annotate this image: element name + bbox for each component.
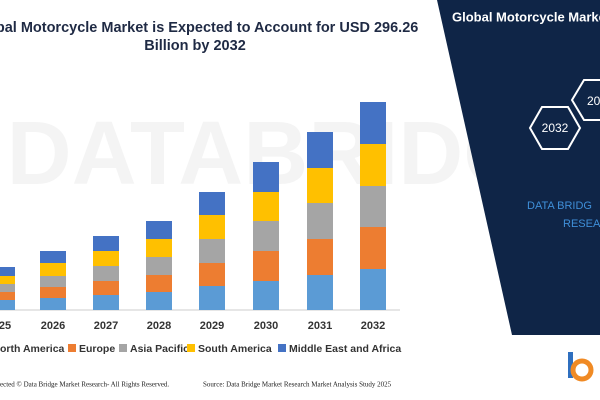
legend-label: Asia Pacific [130, 343, 189, 355]
side-panel [437, 0, 600, 335]
bar-segment [199, 286, 225, 310]
bar-segment [253, 221, 279, 251]
side-title: Global Motorcycle Market [452, 9, 600, 24]
legend-label: Middle East and Africa [289, 343, 401, 355]
bar-segment [93, 236, 119, 251]
bar-segment [307, 168, 333, 203]
bar-segment [253, 192, 279, 221]
bar-segment [199, 263, 225, 286]
bar-segment [360, 102, 386, 144]
legend-swatch [68, 344, 76, 352]
footer-source: Source: Data Bridge Market Research Mark… [203, 381, 392, 389]
hexagon-label: 20 [587, 94, 600, 108]
bar-segment [199, 192, 225, 215]
bar-segment [360, 269, 386, 310]
bar-segment [40, 263, 66, 276]
bar-segment [40, 251, 66, 263]
bar-segment [360, 227, 386, 269]
bar-segment [93, 251, 119, 266]
x-tick-label: 2026 [41, 320, 65, 332]
hexagon-label: 2032 [542, 121, 569, 135]
x-tick-label: 2029 [200, 320, 224, 332]
bar-segment [199, 215, 225, 239]
bar-segment [253, 251, 279, 281]
x-tick-label: 2031 [308, 320, 332, 332]
brand-text: RESEA [563, 218, 600, 230]
bar-segment [0, 284, 15, 292]
bar-segment [40, 276, 66, 287]
bar-segment [307, 239, 333, 275]
bar-segment [0, 267, 15, 276]
bar-segment [146, 221, 172, 239]
bar-segment [199, 239, 225, 263]
bar-segment [40, 298, 66, 310]
x-tick-label: 2027 [94, 320, 118, 332]
x-tick-label: 2030 [254, 320, 278, 332]
bar-segment [146, 239, 172, 257]
bar-segment [93, 281, 119, 295]
bar-segment [0, 276, 15, 284]
legend-swatch [278, 344, 286, 352]
bar-segment [0, 292, 15, 300]
x-tick-label: 25 [0, 320, 11, 332]
chart-title: Global Motorcycle Market is Expected to … [0, 20, 418, 36]
logo [568, 352, 594, 382]
legend-label: Europe [79, 343, 115, 355]
bar-segment [307, 132, 333, 168]
legend-swatch [119, 344, 127, 352]
footer-copyright: ected © Data Bridge Market Research- All… [0, 381, 169, 389]
bar-segment [253, 162, 279, 192]
bar-segment [0, 300, 15, 310]
x-tick-label: 2028 [147, 320, 171, 332]
hexagon [570, 79, 600, 121]
legend-swatch [187, 344, 195, 352]
bar-segment [307, 275, 333, 310]
bar-segment [307, 203, 333, 239]
bar-segment [146, 257, 172, 275]
x-tick-label: 2032 [361, 320, 385, 332]
bar-segment [146, 292, 172, 310]
legend-label: orth America [0, 343, 65, 355]
bar-segment [360, 144, 386, 186]
hexagon [528, 106, 582, 150]
legend-label: South America [198, 343, 272, 355]
bar-segment [40, 287, 66, 298]
bar-segment [93, 266, 119, 281]
bar-segment [360, 186, 386, 227]
chart-title: Billion by 2032 [144, 38, 246, 54]
bar-segment [253, 281, 279, 310]
brand-text: DATA BRIDG [527, 200, 592, 212]
bar-segment [146, 275, 172, 292]
bar-segment [93, 295, 119, 310]
